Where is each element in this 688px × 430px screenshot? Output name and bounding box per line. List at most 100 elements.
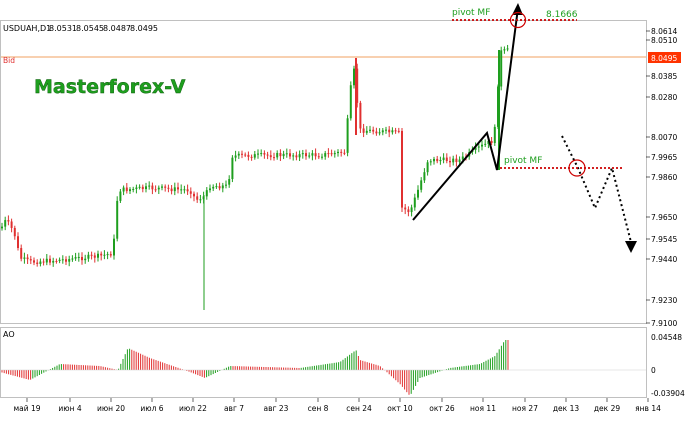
candle-body [481,144,483,147]
price-tick-label: 8.0070 [651,133,677,142]
price-tick-label: 7.9545 [651,235,677,244]
candle-body [385,129,387,131]
trend-line [412,7,519,221]
candle-body [20,248,23,259]
candle-body [308,155,311,157]
candle-body [397,130,400,132]
candle-body [154,189,157,191]
candle-body [503,49,506,51]
candle-body [474,147,477,150]
candle-body [97,253,99,258]
candle-body [234,155,237,158]
candle-body [263,153,266,155]
candle-body [359,102,362,129]
candle-body [228,179,231,185]
time-tick-label: сен 24 [346,404,372,413]
pivot-mid-circle [568,159,586,177]
time-tick-label: авг 23 [264,404,289,413]
time-tick-label: окт 10 [387,404,413,413]
candle-body [29,259,32,261]
candle-body [218,186,221,189]
candle-body [362,128,365,133]
open-value: 8.0531 [49,24,77,33]
current-price-box [648,52,681,63]
candle-body [279,152,282,157]
candle-body [7,220,10,222]
candle-body [439,159,442,162]
candle-body [324,153,327,157]
candle-body [106,254,109,256]
time-tick-label: ноя 11 [470,404,496,413]
candle-body [161,186,163,188]
ao-histogram [1,340,509,395]
candle-body [247,154,250,157]
candle-body [493,126,496,144]
candle-body [244,154,247,156]
candle-body [333,153,336,155]
candle-body [81,256,83,261]
candle-body [26,257,29,260]
candle-body [42,261,45,263]
candle-body [237,153,240,156]
candle-body [209,188,211,191]
candle-body [151,185,154,190]
time-tick-label: янв 14 [635,404,661,413]
candle-body [199,199,202,201]
candle-body [292,155,295,157]
candle-body [157,187,160,190]
candle-body [225,184,227,186]
candle-body [1,226,3,229]
candle-body [321,156,323,158]
candle-body [449,161,451,163]
candle-body [353,68,355,86]
candle-body [58,259,61,262]
candle-body [129,189,131,192]
candle-body [36,262,39,264]
price-tick-label: 8.0614 [651,27,677,36]
candle-body [170,188,173,192]
ao-zero-label: 0 [651,366,656,375]
time-tick-label: авг 7 [224,404,244,413]
candle-body [285,153,288,155]
candle-body [340,151,343,153]
candle-body [141,186,144,190]
candle-body [461,156,464,160]
candle-body [116,200,119,239]
candle-body [183,189,186,191]
candle-body [346,118,349,153]
time-tick-label: июн 4 [58,404,81,413]
candle-body [52,260,55,263]
candle-body [317,156,320,158]
candle-body [372,129,375,132]
candle-body [45,258,48,263]
candle-body [173,187,176,192]
candle-body [487,140,490,144]
candle-body [23,257,26,259]
close-value: 8.0495 [130,24,158,33]
candle-body [39,261,42,264]
trend-arrow-up [512,3,523,15]
candle-body [145,186,147,190]
candle-body [33,260,35,263]
price-tick-label: 8.0385 [651,72,677,81]
candle-body [90,254,93,256]
candle-body [77,256,80,258]
time-tick-label: июл 6 [140,404,163,413]
candle-body [452,158,455,163]
candle-body [375,131,378,134]
price-tick-label: 7.9860 [651,173,677,182]
price-tick-label: 7.9230 [651,296,677,305]
candle-body [436,158,439,162]
time-tick-label: сен 8 [308,404,329,413]
pivot-top-circle [509,11,527,29]
candle-body [193,193,195,197]
candle-body [221,185,224,189]
price-tick-label: 7.9100 [651,319,677,328]
candle-body [282,153,285,157]
candle-body [273,157,275,159]
candle-body [148,185,151,187]
candle-body [167,187,170,189]
candle-body [349,85,352,119]
pivot-top-label: pivot MF [452,8,490,18]
